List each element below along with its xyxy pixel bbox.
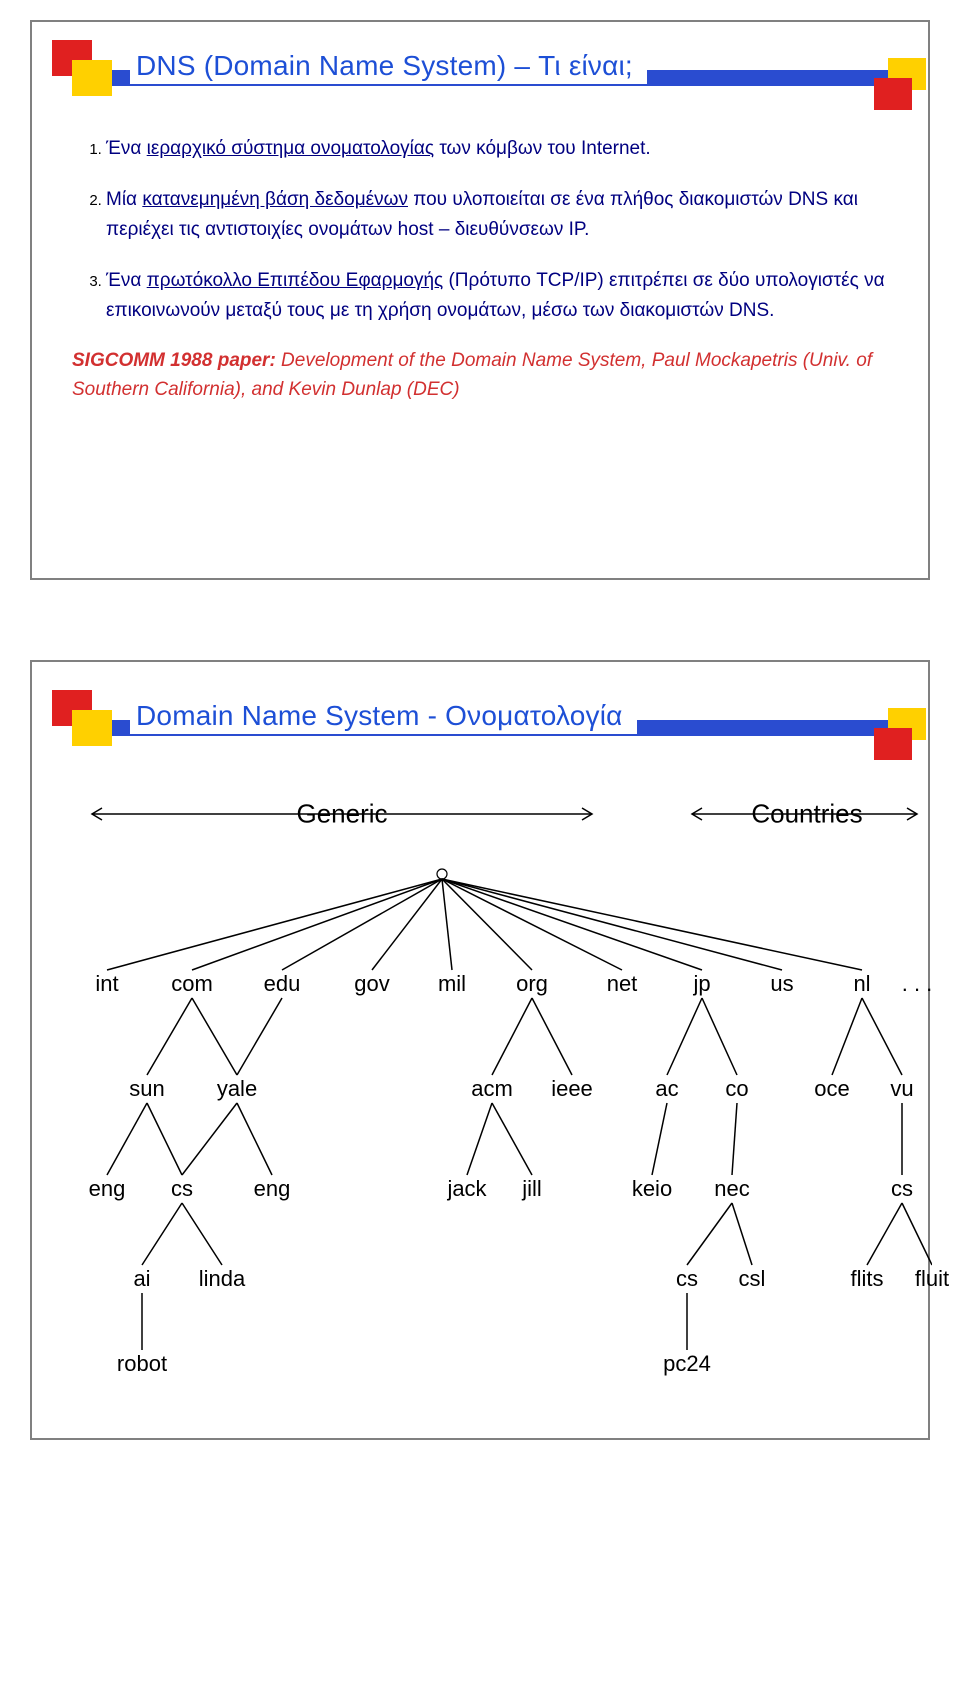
decor-yellow-left <box>72 60 112 96</box>
node-co: co <box>725 1076 748 1102</box>
reference-citation: SIGCOMM 1988 paper: Development of the D… <box>72 347 888 404</box>
def1-pre: Ένα <box>106 138 147 159</box>
def-item-3: Ένα πρωτόκολλο Επιπέδου Εφαρμογής (Πρότυ… <box>106 266 888 325</box>
slide-dns-hierarchy: Domain Name System - Ονοματολογία Generi… <box>30 660 930 1440</box>
node-cs1: cs <box>171 1176 193 1202</box>
def-item-2: Μία κατανεμημένη βάση δεδομένων που υλοπ… <box>106 185 888 244</box>
slide-title: DNS (Domain Name System) – Τι είναι; <box>130 48 647 84</box>
cat-generic: Generic <box>296 799 387 830</box>
node-gov: gov <box>354 971 389 997</box>
node-linda: linda <box>199 1266 245 1292</box>
node-cs3: cs <box>891 1176 913 1202</box>
node-eng1: eng <box>89 1176 126 1202</box>
def2-u: κατανεμημένη βάση δεδομένων <box>142 189 408 210</box>
dns-tree-diagram: Generic Countries int com edu gov mil org net j… <box>72 784 932 1384</box>
definition-list: Ένα ιεραρχικό σύστημα ονοματολογίας των … <box>82 134 888 325</box>
node-edu: edu <box>264 971 301 997</box>
node-acm: acm <box>471 1076 513 1102</box>
node-jill: jill <box>522 1176 542 1202</box>
node-ac: ac <box>655 1076 678 1102</box>
node-robot: robot <box>117 1351 167 1377</box>
def2-pre: Μία <box>106 189 142 210</box>
decor-red-right <box>874 78 912 110</box>
node-org: org <box>516 971 548 997</box>
decor-yellow-left-2 <box>72 710 112 746</box>
node-flits: flits <box>851 1266 884 1292</box>
node-jp: jp <box>693 971 710 997</box>
def1-post: των κόμβων του Internet. <box>434 138 651 159</box>
node-cs2: cs <box>676 1266 698 1292</box>
node-yale: yale <box>217 1076 257 1102</box>
def-item-1: Ένα ιεραρχικό σύστημα ονοματολογίας των … <box>106 134 888 163</box>
node-ai: ai <box>133 1266 150 1292</box>
node-net: net <box>607 971 638 997</box>
title-decor: DNS (Domain Name System) – Τι είναι; <box>34 52 926 104</box>
node-dots: . . . <box>902 971 933 997</box>
slide-title-2: Domain Name System - Ονοματολογία <box>130 698 637 734</box>
node-sun: sun <box>129 1076 164 1102</box>
node-keio: keio <box>632 1176 672 1202</box>
node-eng2: eng <box>254 1176 291 1202</box>
node-com: com <box>171 971 213 997</box>
node-ieee: ieee <box>551 1076 593 1102</box>
node-mil: mil <box>438 971 466 997</box>
def3-pre: Ένα <box>106 270 147 291</box>
node-int: int <box>95 971 118 997</box>
node-csl: csl <box>739 1266 766 1292</box>
node-fluit: fluit <box>915 1266 949 1292</box>
node-vu: vu <box>890 1076 913 1102</box>
node-jack: jack <box>447 1176 486 1202</box>
node-nec: nec <box>714 1176 749 1202</box>
node-us: us <box>770 971 793 997</box>
cat-countries: Countries <box>751 799 862 830</box>
node-pc24: pc24 <box>663 1351 711 1377</box>
ref-bold: SIGCOMM 1988 paper: <box>72 350 276 371</box>
node-oce: oce <box>814 1076 849 1102</box>
def1-u: ιεραρχικό σύστημα ονοματολογίας <box>147 138 434 159</box>
slide-dns-definition: DNS (Domain Name System) – Τι είναι; Ένα… <box>30 20 930 580</box>
def3-u: πρωτόκολλο Επιπέδου Εφαρμογής <box>147 270 444 291</box>
title-decor-2: Domain Name System - Ονοματολογία <box>34 702 926 754</box>
decor-red-right-2 <box>874 728 912 760</box>
node-nl: nl <box>853 971 870 997</box>
